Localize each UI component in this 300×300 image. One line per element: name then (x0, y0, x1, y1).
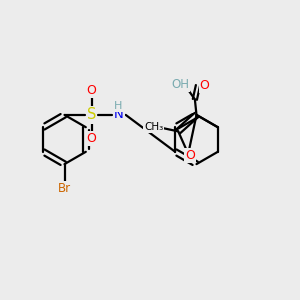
Text: Br: Br (58, 182, 71, 195)
Text: O: O (87, 132, 96, 146)
Text: O: O (200, 79, 209, 92)
Text: OH: OH (171, 78, 189, 91)
Text: S: S (87, 107, 96, 122)
Text: CH₃: CH₃ (144, 122, 164, 132)
Text: H: H (114, 101, 123, 111)
Text: O: O (87, 84, 96, 98)
Text: O: O (185, 149, 195, 162)
Text: N: N (114, 108, 124, 122)
